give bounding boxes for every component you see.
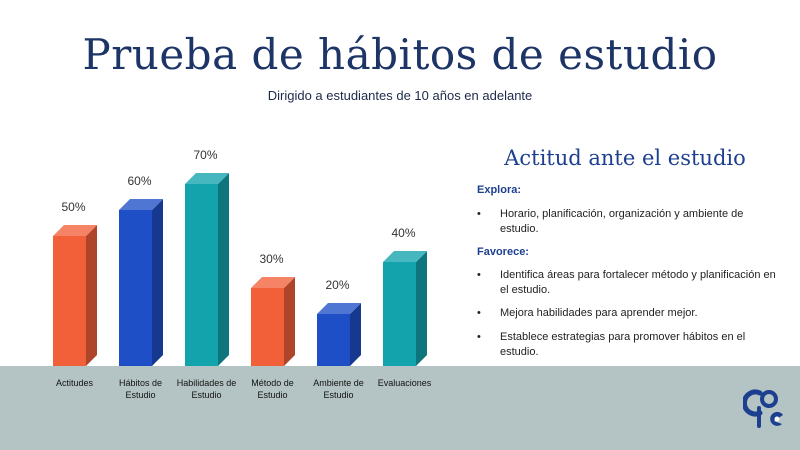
tick-label: Método de — [251, 378, 294, 388]
favorece-label: Favorece: — [477, 246, 529, 258]
list-item: • Establece estrategias para promover há… — [477, 330, 782, 360]
bar — [383, 262, 416, 366]
bar-top — [251, 277, 295, 288]
list-item-text: Identifica áreas para fortalecer método … — [500, 269, 776, 296]
bar-side — [218, 173, 229, 366]
bar — [53, 236, 86, 366]
list-item: • Identifica áreas para fortalecer métod… — [477, 268, 782, 298]
bar-top — [383, 251, 427, 262]
tick-label: Evaluaciones — [378, 378, 432, 388]
tick-label: Estudio — [191, 390, 221, 400]
tick-label: Estudio — [125, 390, 155, 400]
panel-title: Actitud ante el estudio — [504, 146, 746, 170]
list-item-text: Horario, planificación, organización y a… — [500, 208, 744, 235]
tick-label: Hábitos de — [119, 378, 162, 388]
list-item-text: Establece estrategias para promover hábi… — [500, 331, 746, 358]
bar-side — [416, 251, 427, 366]
explora-label: Explora: — [477, 184, 522, 196]
bar-top — [119, 199, 163, 210]
bullet-icon: • — [477, 331, 481, 343]
list-item: • Mejora habilidades para aprender mejor… — [477, 306, 782, 321]
list-item-text: Mejora habilidades para aprender mejor. — [500, 307, 698, 319]
data-label: 50% — [61, 200, 85, 214]
cope-logo-icon — [743, 389, 783, 428]
bar — [251, 288, 284, 366]
bar-side — [284, 277, 295, 366]
page-title: Prueba de hábitos de estudio — [82, 30, 718, 79]
bar-side — [152, 199, 163, 366]
page-subtitle: Dirigido a estudiantes de 10 años en ade… — [267, 88, 533, 103]
data-label: 30% — [259, 252, 283, 266]
bar-top — [317, 303, 361, 314]
bar-side — [86, 225, 97, 366]
bar — [317, 314, 350, 366]
tick-label: Habilidades de — [177, 378, 237, 388]
data-label: 20% — [325, 278, 349, 292]
tick-label: Ambiente de — [313, 378, 364, 388]
bullet-icon: • — [477, 208, 481, 220]
tick-label: Estudio — [257, 390, 287, 400]
floor-band — [0, 366, 800, 450]
data-label: 60% — [127, 174, 151, 188]
list-item: • Horario, planificación, organización y… — [477, 207, 782, 237]
bullet-icon: • — [477, 269, 481, 281]
bar-top — [53, 225, 97, 236]
data-label: 40% — [391, 226, 415, 240]
data-label: 70% — [193, 148, 217, 162]
bar-side — [350, 303, 361, 366]
tick-label: Estudio — [323, 390, 353, 400]
bar — [119, 210, 152, 366]
bar — [185, 184, 218, 366]
tick-label: Actitudes — [56, 378, 94, 388]
bar-top — [185, 173, 229, 184]
bullet-icon: • — [477, 307, 481, 319]
